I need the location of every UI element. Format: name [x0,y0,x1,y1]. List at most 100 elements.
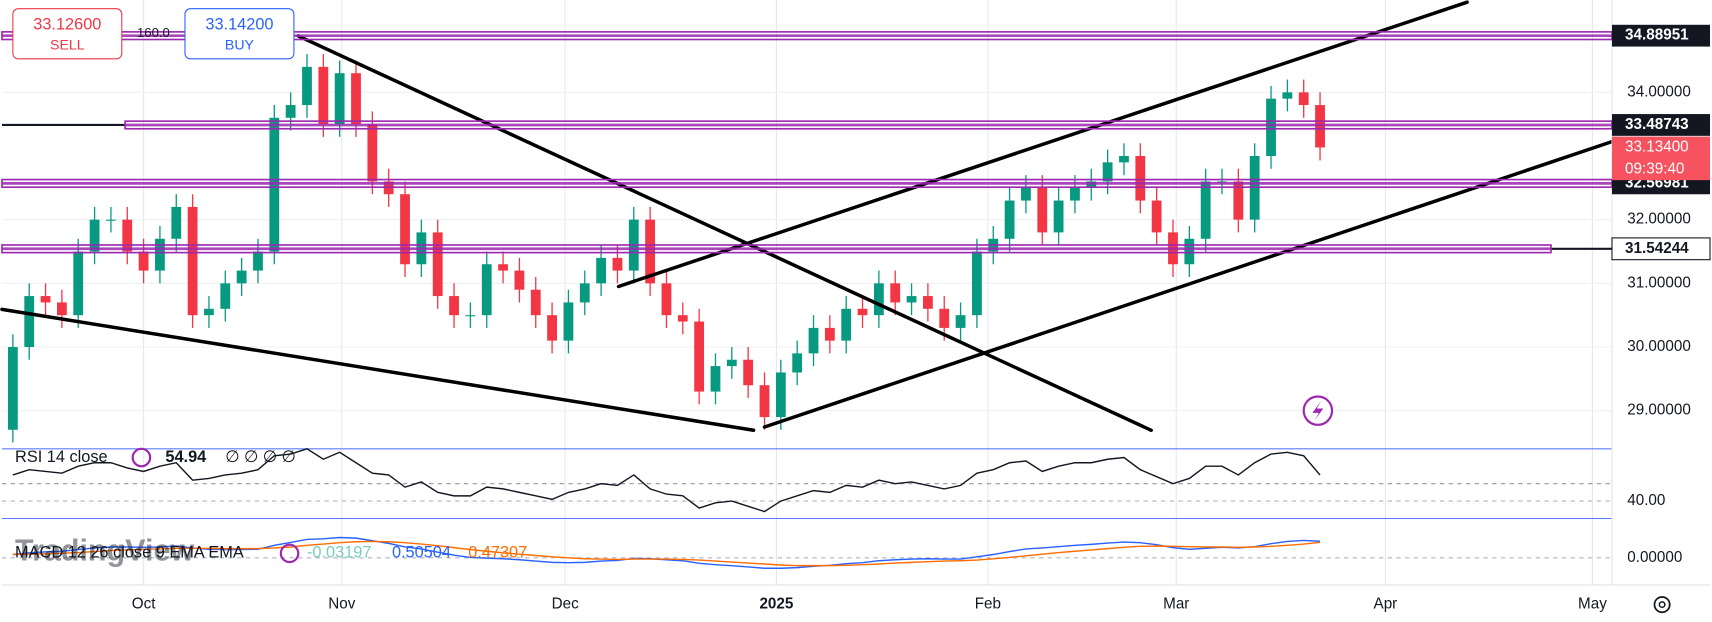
rsi-title: RSI 14 close [15,448,108,466]
candle-body [824,327,835,341]
y-tick-label: 30.00000 [1627,338,1691,355]
candle-body [432,232,443,297]
candle-body [318,66,329,125]
y-tick-label: 32.00000 [1627,211,1691,228]
trend-line [616,0,1469,289]
alert-icon[interactable] [1302,395,1334,426]
macd-title: MACD 12 26 close 9 EMA EMA [15,544,244,562]
candle-body [1184,238,1195,265]
sell-label: SELL [50,37,85,53]
candle-body [972,251,982,316]
candle-body [220,283,231,309]
level-label-box [1611,237,1711,261]
candle-body [351,73,361,125]
buy-button[interactable] [184,8,295,60]
candle-body [563,302,574,341]
candle-body [808,327,819,354]
x-tick-label: Mar [1163,596,1189,613]
y-tick-label: 40.00 [1627,492,1665,509]
candle-body [530,289,541,316]
x-tick-label: Apr [1374,596,1398,613]
signal-value: 0.47307 [468,544,527,562]
candle-body [661,283,672,316]
candle-body [334,73,345,125]
candle-body [367,124,378,182]
candle-body [726,359,737,367]
candle-body [1298,92,1309,106]
candle-body [1200,181,1211,239]
candle-body [1217,181,1227,183]
candle-body [89,219,100,252]
candle-body [187,206,198,316]
candle-body [1004,200,1015,239]
candle-body [1102,162,1113,182]
candle-body [1282,92,1293,99]
candle-body [1053,200,1064,233]
candle-body [579,283,590,303]
candle-body [1135,155,1146,201]
level-label: 34.88951 [1625,27,1689,44]
x-tick-label: Feb [975,596,1001,613]
settings-icon[interactable] [1653,596,1671,614]
trend-lines [0,0,1614,433]
trade-panel[interactable]: 33.12600 SELL 160.0 33.14200 BUY [12,8,295,60]
candle-body [1021,187,1031,201]
sell-button[interactable] [12,8,123,60]
candle-body [24,296,35,348]
buy-price: 33.14200 [205,15,273,33]
candle-body [302,66,312,106]
candle-body [7,347,18,430]
overlay: 34.8895133.4874332.5698131.5424433.13400… [1,24,1711,564]
y-tick-label: 31.00000 [1627,274,1691,291]
candle-body [1151,200,1162,233]
y-tick-label: 0.00000 [1627,549,1682,566]
rsi-value: 54.94 [165,448,206,466]
candle-body [612,257,623,271]
candle-body [873,283,884,316]
last-price-box [1611,136,1711,181]
candle-body [743,359,754,386]
candle-body [890,283,901,303]
candle-body [922,296,933,309]
x-tick-label: Oct [132,596,156,613]
candle-body [400,194,410,265]
y-tick-label: 34.00000 [1627,83,1691,100]
macd-value: 0.50504 [392,544,451,562]
candle-body [498,264,508,271]
candle-body [465,315,476,317]
candle-body [694,321,705,392]
last-price-label: 33.13400 [1625,138,1689,155]
candle-body [155,238,165,271]
watermark: TradingView [15,533,194,567]
candle-body [939,308,950,328]
candle-body [547,315,557,341]
trend-line [762,139,1614,429]
candle-body [1119,155,1129,163]
macd-icon [279,543,300,564]
candle-body [857,308,868,316]
candle-body [775,372,786,418]
candle-body [40,296,51,303]
x-tick-label: Nov [328,596,355,613]
buy-label: BUY [225,37,255,53]
trend-line [0,307,756,433]
candle-body [106,219,116,221]
candle-body [1037,187,1048,233]
level-label-box [1611,114,1711,136]
candle-body [645,219,656,284]
candle-body [449,296,459,316]
sell-price: 33.12600 [33,15,101,33]
candle-body [73,251,84,316]
candle-body [481,264,492,316]
x-tick-label: May [1578,596,1607,613]
indicator-line [12,540,1321,567]
candle-body [236,270,247,284]
macd-histogram-value: -0.03197 [307,544,371,562]
candle-body [1266,98,1276,156]
gear[interactable] [1653,596,1671,614]
level-label-box [1611,24,1711,47]
x-tick-label: Dec [552,596,579,613]
candle-body [171,206,182,239]
